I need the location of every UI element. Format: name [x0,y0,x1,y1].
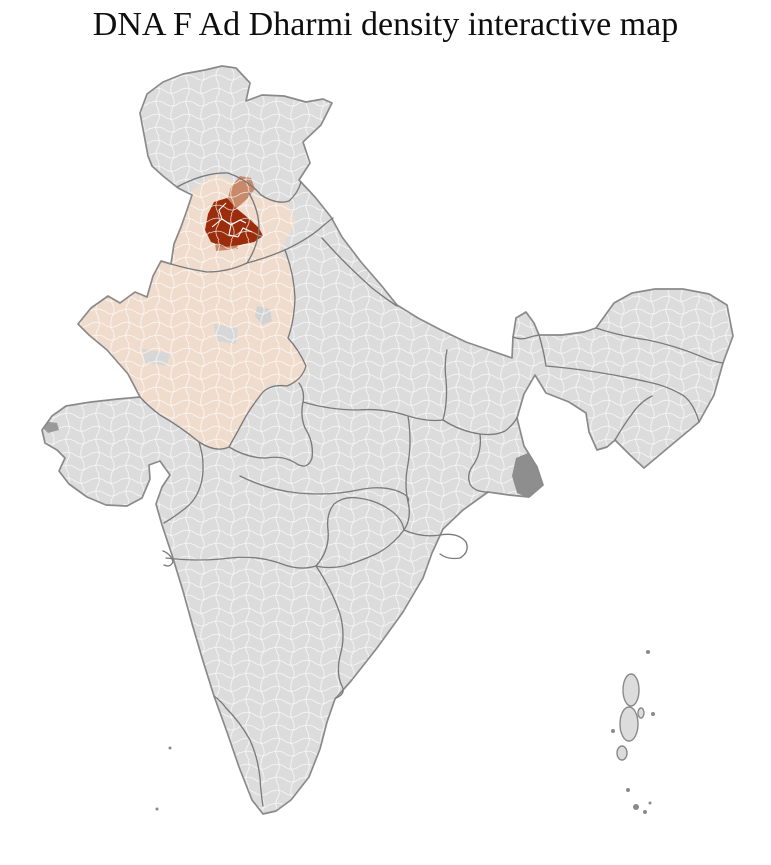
island[interactable] [622,673,640,707]
india-map[interactable] [0,6,771,865]
small-island-dot [626,788,630,792]
page-title: DNA F Ad Dharmi density interactive map [92,6,679,43]
state-border [538,334,700,423]
india-map-svg[interactable] [0,6,771,865]
india-outline [41,65,734,815]
island[interactable] [619,706,639,742]
small-island-dot [648,801,652,805]
state-border [239,475,410,503]
high-density-district-boundary [230,219,247,226]
state-border [442,417,518,436]
state-border [595,327,724,364]
no-data-enclave-west-2[interactable] [115,378,133,395]
state-border [176,172,302,203]
state-border [170,262,248,273]
state-border [315,496,405,567]
high-density-district-boundary [211,202,227,228]
state-border [246,217,334,264]
state-border [139,249,307,450]
island[interactable] [637,707,645,719]
small-island-dot [651,712,655,716]
state-border [442,349,448,421]
state-border [213,695,227,709]
state-border [302,401,444,422]
state-border [163,441,204,524]
small-island-dot [646,650,650,654]
state-border [315,565,344,699]
state-border [321,237,398,307]
small-island-dot [168,746,172,750]
high-density-district-boundary [237,227,253,238]
state-border [403,415,411,531]
state-border [165,556,317,569]
state-border [315,529,405,569]
state-border [614,395,653,441]
state-border [403,529,468,560]
small-island-dot [611,729,615,733]
small-island-dot [643,810,647,814]
state-border [225,707,264,807]
small-island-dot [633,804,639,810]
state-border [468,433,489,493]
state-border [512,334,540,340]
small-island-dot [155,807,159,811]
state-border [162,550,174,567]
high-density-district-boundary [221,218,239,238]
island[interactable] [616,745,628,761]
state-border [246,192,260,264]
